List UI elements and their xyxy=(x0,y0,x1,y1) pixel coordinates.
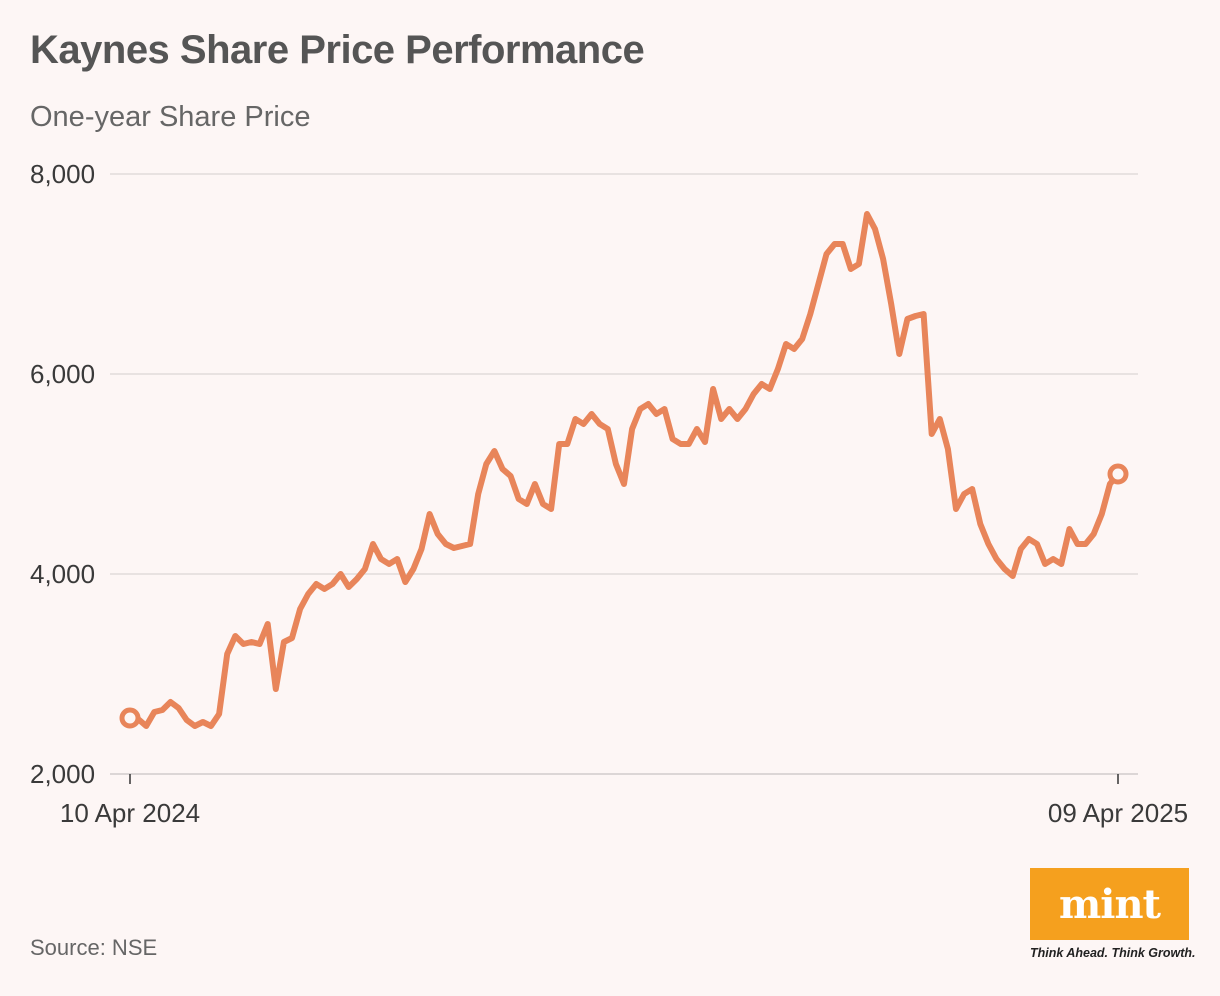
chart-title: Kaynes Share Price Performance xyxy=(30,28,645,72)
source-note: Source: NSE xyxy=(30,935,158,960)
start-point-marker xyxy=(119,707,141,729)
mint-tagline: Think Ahead. Think Growth. xyxy=(1030,946,1196,960)
line-chart: 2,000 4,000 6,000 8,000 10 Apr 2024 09 Apr 20… xyxy=(30,159,1188,828)
y-tick-label-2000: 2,000 xyxy=(30,759,95,789)
series-line-share-price xyxy=(127,211,1121,729)
x-tick-label-end: 09 Apr 2025 xyxy=(1048,798,1188,828)
end-point-marker xyxy=(1107,463,1129,485)
mint-logo: mint Think Ahead. Think Growth. xyxy=(1030,868,1196,960)
chart-subtitle: One-year Share Price xyxy=(30,101,311,133)
mint-logo-badge: mint xyxy=(1030,868,1189,940)
y-tick-label-6000: 6,000 xyxy=(30,359,95,389)
y-tick-label-8000: 8,000 xyxy=(30,159,95,189)
y-tick-label-4000: 4,000 xyxy=(30,559,95,589)
x-tick-label-start: 10 Apr 2024 xyxy=(60,798,200,828)
mint-logo-text: mint xyxy=(1058,880,1161,928)
